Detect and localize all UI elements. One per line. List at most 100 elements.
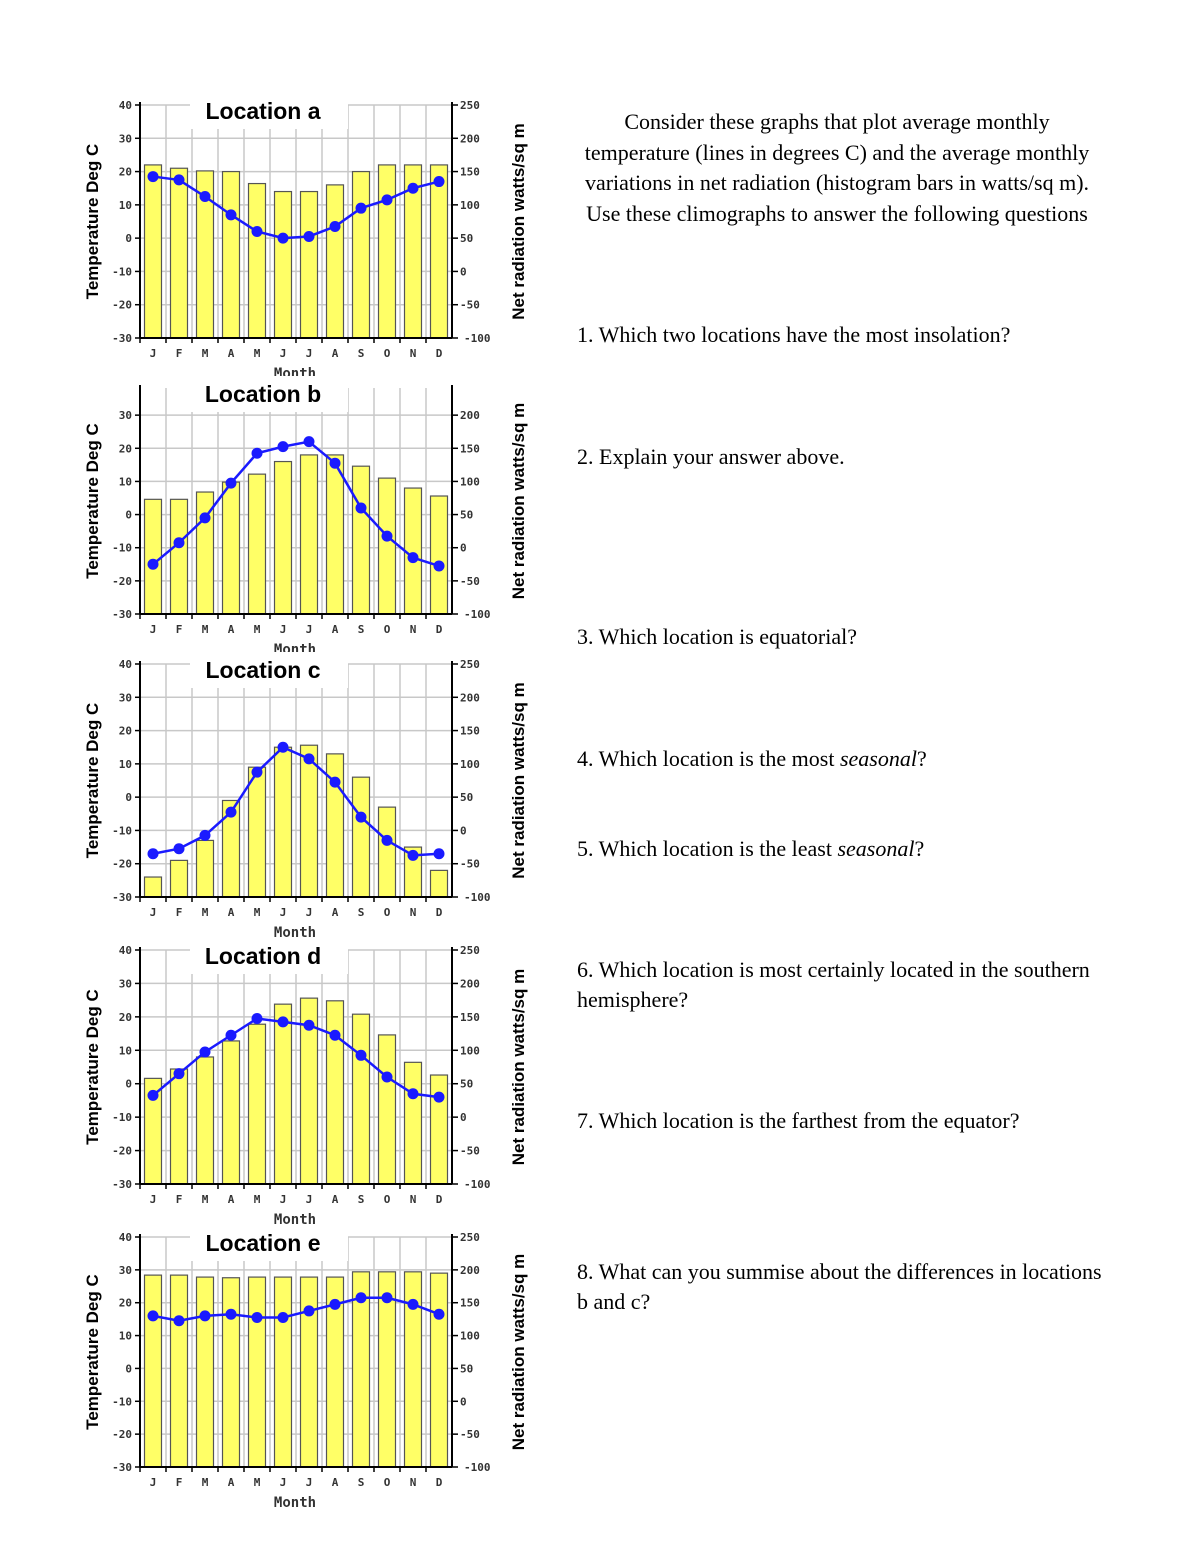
right-tick-label: -50 xyxy=(460,858,480,871)
right-tick-label: 50 xyxy=(460,791,473,804)
month-label: F xyxy=(176,1193,183,1206)
temperature-point xyxy=(225,477,237,489)
right-tick-label: 50 xyxy=(460,1362,473,1375)
title-background xyxy=(190,93,348,129)
chart-title: Location e xyxy=(205,1230,320,1256)
radiation-bar xyxy=(247,473,267,615)
left-tick-label: 10 xyxy=(119,1044,132,1057)
left-tick-label: 40 xyxy=(119,658,132,671)
temperature-point xyxy=(381,1071,393,1083)
question-3: 3. Which location is equatorial? xyxy=(577,624,858,649)
temperature-point xyxy=(251,225,263,237)
temperature-point xyxy=(381,1292,393,1304)
month-label: M xyxy=(254,906,261,919)
left-tick-label: 40 xyxy=(119,99,132,112)
month-label: A xyxy=(332,347,339,360)
left-tick-label: 30 xyxy=(119,691,132,704)
temperature-point xyxy=(303,753,315,765)
right-tick-label: 150 xyxy=(460,166,480,179)
title-background xyxy=(190,938,348,974)
left-tick-label: 30 xyxy=(119,977,132,990)
radiation-bar xyxy=(377,477,397,615)
question-4-emphasis: seasonal xyxy=(839,746,917,771)
radiation-bar xyxy=(273,1276,293,1468)
left-tick-label: -20 xyxy=(112,858,132,871)
left-tick-label: 40 xyxy=(119,1231,132,1244)
right-tick-label: 250 xyxy=(460,658,480,671)
temperature-point xyxy=(199,1046,211,1058)
month-label: J xyxy=(280,1476,287,1489)
radiation-bar xyxy=(247,182,267,339)
radiation-bar xyxy=(403,487,423,615)
right-tick-label: 100 xyxy=(460,475,480,488)
month-label: M xyxy=(202,347,209,360)
month-label: A xyxy=(228,347,235,360)
temperature-point xyxy=(277,741,289,753)
left-tick-label: 10 xyxy=(119,475,132,488)
temperature-point xyxy=(173,1315,185,1327)
month-label: D xyxy=(436,906,443,919)
temperature-point xyxy=(329,220,341,232)
right-tick-label: -100 xyxy=(464,891,491,904)
radiation-bar xyxy=(273,1003,293,1185)
right-tick-label: 100 xyxy=(460,1330,480,1343)
left-tick-label: 20 xyxy=(119,725,132,738)
question-8: 8. What can you summise about the differ… xyxy=(577,1259,1102,1314)
radiation-bar xyxy=(143,498,163,615)
temperature-point xyxy=(199,191,211,203)
temperature-point xyxy=(303,1305,315,1317)
temperature-point xyxy=(277,441,289,453)
right-tick-label: 0 xyxy=(460,824,467,837)
left-tick-label: 0 xyxy=(125,791,132,804)
chart-title: Location d xyxy=(205,943,321,969)
temperature-point xyxy=(225,1029,237,1041)
right-axis-label: Net radiation watts/sq m xyxy=(509,682,528,878)
radiation-bar xyxy=(299,744,319,898)
left-axis-label: Temperature Deg C xyxy=(83,144,102,300)
month-label: F xyxy=(176,623,183,636)
left-tick-label: 10 xyxy=(119,758,132,771)
month-label: A xyxy=(228,1193,235,1206)
radiation-bar xyxy=(325,454,345,615)
left-tick-label: -30 xyxy=(112,1461,132,1474)
radiation-bar xyxy=(325,1000,345,1185)
temperature-point xyxy=(329,1298,341,1310)
intro-text: Consider these graphs that plot average … xyxy=(584,109,1090,226)
right-tick-label: -50 xyxy=(460,575,480,588)
radiation-bar xyxy=(429,869,449,898)
left-tick-label: -10 xyxy=(112,1395,132,1408)
temperature-point xyxy=(381,194,393,206)
left-tick-label: 10 xyxy=(119,199,132,212)
temperature-point xyxy=(329,1029,341,1041)
left-tick-label: 0 xyxy=(125,232,132,245)
temperature-point xyxy=(199,512,211,524)
radiation-bar xyxy=(429,495,449,615)
right-axis-label: Net radiation watts/sq m xyxy=(509,123,528,319)
month-label: J xyxy=(280,906,287,919)
radiation-bar xyxy=(325,184,345,339)
temperature-point xyxy=(329,457,341,469)
left-axis-label: Temperature Deg C xyxy=(83,1274,102,1430)
radiation-bar xyxy=(403,1061,423,1185)
left-tick-label: 20 xyxy=(119,1011,132,1024)
radiation-bar xyxy=(377,164,397,339)
radiation-bar xyxy=(169,167,189,339)
left-axis-label: Temperature Deg C xyxy=(83,989,102,1145)
month-label: J xyxy=(150,906,157,919)
temperature-point xyxy=(355,1049,367,1061)
temperature-point xyxy=(251,1013,263,1025)
radiation-bar xyxy=(221,481,241,615)
right-tick-label: 50 xyxy=(460,232,473,245)
month-label: A xyxy=(332,1193,339,1206)
title-background xyxy=(190,1225,348,1261)
month-label: J xyxy=(306,347,313,360)
radiation-bar xyxy=(429,164,449,339)
left-tick-label: -20 xyxy=(112,1428,132,1441)
left-tick-label: 30 xyxy=(119,409,132,422)
month-label: O xyxy=(384,1193,391,1206)
month-label: F xyxy=(176,906,183,919)
month-label: F xyxy=(176,1476,183,1489)
month-label: O xyxy=(384,623,391,636)
temperature-point xyxy=(407,1088,419,1100)
